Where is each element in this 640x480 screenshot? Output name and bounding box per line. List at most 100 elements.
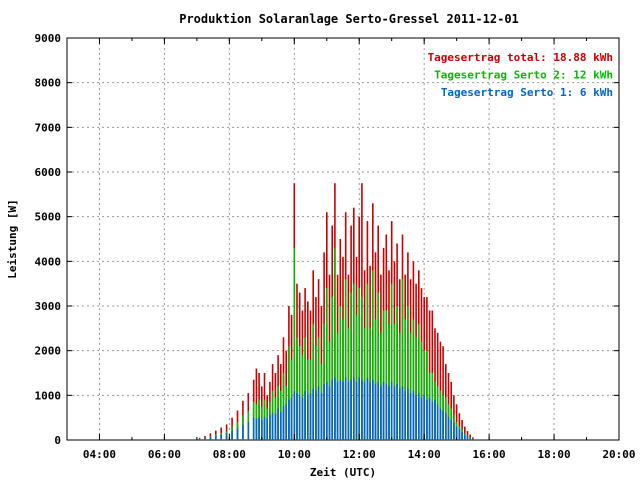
bar-serto-1 <box>393 386 396 440</box>
bar-serto-1 <box>382 381 385 440</box>
bar-serto-1 <box>418 393 420 440</box>
bar-serto-1 <box>453 423 455 440</box>
bar-serto-1 <box>461 432 463 440</box>
bar-serto-2 <box>399 332 401 440</box>
x-tick-label: 10:00 <box>278 448 311 461</box>
bar-serto-1 <box>252 417 255 440</box>
bar-serto-1 <box>271 413 274 440</box>
bar-serto-1 <box>347 381 350 440</box>
legend-entry: Tagesertrag Serto 2: 12 kWh <box>434 69 613 82</box>
bar-serto-1 <box>350 379 352 440</box>
y-tick-label: 2000 <box>35 345 62 358</box>
bar-serto-1 <box>269 415 271 440</box>
bar-serto-2 <box>374 319 377 440</box>
bar-serto-2 <box>301 355 304 440</box>
bar-serto-1 <box>428 397 431 440</box>
bar-serto-2 <box>426 350 428 440</box>
bar-serto-1 <box>236 428 239 440</box>
bar-serto-1 <box>242 425 244 440</box>
bar-serto-1 <box>266 418 268 440</box>
x-tick-label: 20:00 <box>602 448 635 461</box>
bar-serto-1 <box>447 416 450 440</box>
bar-serto-2 <box>420 341 423 440</box>
bar-serto-1 <box>298 395 301 440</box>
bar-serto-1 <box>466 436 469 440</box>
y-tick-label: 9000 <box>35 32 62 45</box>
bar-serto-1 <box>380 386 382 440</box>
bar-serto-1 <box>407 388 409 440</box>
x-tick-label: 16:00 <box>473 448 506 461</box>
bar-serto-1 <box>434 399 436 440</box>
bar-serto-1 <box>225 433 228 440</box>
x-tick-label: 18:00 <box>537 448 570 461</box>
bar-serto-1 <box>353 377 355 440</box>
bar-serto-1 <box>336 381 339 440</box>
y-tick-label: 7000 <box>35 121 62 134</box>
bar-total <box>442 346 444 440</box>
bar-serto-2 <box>334 247 336 440</box>
bar-serto-1 <box>288 399 290 440</box>
bar-serto-2 <box>366 283 369 440</box>
bar-serto-1 <box>412 390 415 440</box>
bar-serto-2 <box>296 337 298 440</box>
bar-serto-2 <box>396 306 398 440</box>
bar-serto-1 <box>426 399 428 440</box>
bar-serto-1 <box>293 390 296 440</box>
bar-serto-1 <box>323 384 325 440</box>
bar-serto-1 <box>261 419 263 440</box>
bar-serto-1 <box>469 437 471 440</box>
bar-serto-2 <box>372 270 374 440</box>
bar-serto-2 <box>385 310 388 440</box>
bar-serto-1 <box>458 428 461 440</box>
bar-serto-1 <box>404 390 406 440</box>
bar-serto-1 <box>423 395 425 440</box>
bar-serto-2 <box>401 279 404 440</box>
bar-serto-1 <box>231 431 233 440</box>
bar-serto-1 <box>215 436 217 440</box>
bar-total <box>439 341 442 440</box>
bar-serto-1 <box>304 390 306 440</box>
bar-serto-1 <box>198 439 201 440</box>
x-tick-label: 12:00 <box>343 448 376 461</box>
chart-title: Produktion Solaranlage Serto-Gressel 201… <box>179 12 519 26</box>
bar-serto-1 <box>312 388 314 440</box>
bar-serto-2 <box>415 337 417 440</box>
bar-serto-1 <box>317 386 320 440</box>
bar-serto-1 <box>358 377 360 440</box>
x-tick-label: 04:00 <box>83 448 116 461</box>
bar-serto-2 <box>355 314 358 440</box>
bar-serto-2 <box>331 297 333 440</box>
bar-serto-1 <box>326 381 328 440</box>
bar-serto-1 <box>388 386 390 440</box>
bar-serto-2 <box>418 323 420 440</box>
bar-serto-1 <box>315 390 317 440</box>
bar-serto-1 <box>204 438 206 440</box>
bar-serto-1 <box>220 434 222 440</box>
bars <box>198 183 474 440</box>
bar-serto-1 <box>307 395 309 440</box>
bar-serto-1 <box>377 381 379 440</box>
bar-serto-1 <box>282 406 285 440</box>
bar-serto-1 <box>396 384 398 440</box>
bar-serto-1 <box>355 381 358 440</box>
y-tick-label: 6000 <box>35 166 62 179</box>
y-tick-label: 4000 <box>35 255 62 268</box>
bar-serto-2 <box>404 319 406 440</box>
bar-serto-2 <box>312 323 314 440</box>
legend: Tagesertrag total: 18.88 kWh Tagesertrag … <box>428 51 613 99</box>
y-tick-label: 0 <box>54 434 61 447</box>
bar-serto-1 <box>366 377 369 440</box>
bar-serto-1 <box>344 377 347 440</box>
bar-serto-1 <box>401 386 404 440</box>
bar-serto-1 <box>390 381 393 440</box>
bar-serto-1 <box>455 426 458 440</box>
bar-serto-2 <box>342 319 344 440</box>
bar-serto-1 <box>436 404 439 440</box>
bar-serto-2 <box>293 247 296 440</box>
y-axis-ticks: 0 1000 2000 3000 4000 5000 6000 7000 8000 9000 <box>35 32 619 447</box>
bar-serto-1 <box>374 384 377 440</box>
y-tick-label: 5000 <box>35 211 62 224</box>
bar-serto-1 <box>309 393 312 440</box>
x-axis-label: Zeit (UTC) <box>310 466 376 479</box>
